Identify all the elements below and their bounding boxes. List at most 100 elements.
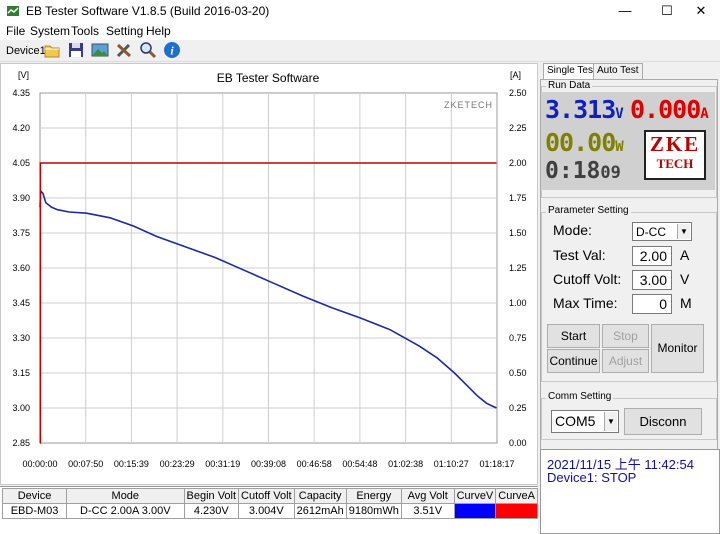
max-time-input[interactable]: 0	[632, 294, 672, 314]
device-label: Device1	[6, 45, 46, 57]
x-tick-label: 00:39:08	[251, 459, 286, 469]
col-mode[interactable]: Mode	[66, 488, 185, 504]
menu-file[interactable]: File	[6, 24, 26, 38]
col-capacity[interactable]: Capacity	[293, 488, 347, 504]
menu-system[interactable]: System	[30, 24, 71, 38]
mode-value: D-CC	[636, 225, 666, 239]
y-tick-label-right: 0.75	[509, 333, 527, 343]
col-curve-v[interactable]: CurveV	[453, 488, 497, 504]
power-readout: 00.00W	[545, 128, 624, 157]
y-tick-label-right: 2.50	[509, 88, 527, 98]
y-tick-label-right: 1.75	[509, 193, 527, 203]
y-tick-label-right: 0.50	[509, 368, 527, 378]
cell-cutoff-volt: 3.004V	[238, 503, 295, 519]
voltage-readout: 3.313V	[545, 95, 624, 124]
search-icon[interactable]	[139, 41, 157, 59]
mode-label: Mode:	[553, 222, 592, 238]
test-val-unit: A	[680, 247, 690, 263]
power-value: 00.00	[545, 128, 616, 157]
cell-capacity: 2612mAh	[293, 503, 347, 519]
info-icon[interactable]: i	[163, 41, 181, 59]
y-tick-label-left: 3.60	[12, 263, 30, 273]
menu-bar	[0, 22, 720, 40]
result-table: Device Mode Begin Volt Cutoff Volt Capac…	[0, 486, 538, 534]
run-data-title: Run Data	[546, 80, 593, 91]
tab-auto-test[interactable]: Auto Test	[593, 63, 643, 79]
chart-grid	[40, 93, 497, 443]
left-axis-unit: [V]	[18, 70, 29, 80]
cell-begin-volt: 4.230V	[183, 503, 240, 519]
adjust-button[interactable]: Adjust	[602, 349, 649, 373]
open-folder-icon[interactable]	[43, 41, 61, 59]
chart: EB Tester Software [V] [A] ZKETECH 4.35 2…	[12, 70, 526, 469]
tab-single-test[interactable]: Single Test	[543, 63, 600, 80]
start-button[interactable]: Start	[547, 324, 600, 348]
window-title: EB Tester Software V1.8.5 (Build 2016-03…	[26, 4, 270, 18]
x-tick-label: 01:10:27	[434, 459, 469, 469]
y-tick-label-left: 3.30	[12, 333, 30, 343]
voltage-unit: V	[615, 106, 624, 122]
test-val-input[interactable]: 2.00	[632, 246, 672, 266]
mode-select[interactable]: D-CC ▼	[632, 222, 692, 241]
title-bar	[0, 0, 720, 22]
x-tick-label: 00:46:58	[297, 459, 332, 469]
maximize-button[interactable]: ☐	[661, 3, 673, 18]
status-datetime: 2021/11/15 上午 11:42:54	[547, 457, 694, 472]
zke-tech-logo: ZKE TECH	[644, 130, 706, 180]
tools-icon[interactable]	[115, 41, 133, 59]
x-tick-label: 00:00:00	[22, 459, 57, 469]
chart-series	[39, 162, 497, 444]
col-avg-volt[interactable]: Avg Volt	[400, 488, 455, 504]
y-tick-label-left: 4.05	[12, 158, 30, 168]
chart-ticks: 4.35 2.50 4.20 2.25 4.05 2.00 3.90 1.75 3.75 1.50…	[12, 88, 526, 469]
right-axis-unit: [A]	[510, 70, 521, 80]
disconnect-button[interactable]: Disconn	[624, 408, 702, 435]
menu-help[interactable]: Help	[146, 24, 171, 38]
chevron-down-icon[interactable]: ▼	[604, 412, 617, 431]
curve-v-swatch[interactable]	[453, 503, 497, 519]
col-curve-a[interactable]: CurveA	[495, 488, 538, 504]
table-row[interactable]: EBD-M03 D-CC 2.00A 3.00V 4.230V 3.004V 2…	[1, 503, 538, 519]
menu-setting[interactable]: Setting	[106, 24, 144, 38]
x-tick-label: 01:18:17	[479, 459, 514, 469]
y-tick-label-right: 1.25	[509, 263, 527, 273]
chevron-down-icon[interactable]: ▼	[677, 224, 690, 239]
x-tick-label: 00:15:39	[114, 459, 149, 469]
com-port-select[interactable]: COM5 ▼	[551, 410, 619, 433]
close-button[interactable]: ✕	[695, 3, 707, 18]
logo-top-text: ZKE	[649, 132, 701, 156]
picture-icon[interactable]	[91, 41, 109, 59]
cell-energy: 9180mWh	[345, 503, 402, 519]
monitor-button[interactable]: Monitor	[651, 324, 704, 373]
current-series-line	[39, 162, 497, 444]
elapsed-time: 0:1809	[545, 158, 621, 184]
power-unit: W	[615, 139, 624, 155]
chart-watermark: ZKETECH	[444, 100, 493, 110]
menu-tools[interactable]: Tools	[71, 24, 100, 38]
current-unit: A	[700, 106, 709, 122]
save-icon[interactable]	[67, 41, 85, 59]
max-time-unit: M	[680, 295, 692, 311]
col-cutoff-volt[interactable]: Cutoff Volt	[238, 488, 295, 504]
test-val-label: Test Val:	[553, 247, 606, 263]
cutoff-volt-unit: V	[680, 271, 690, 287]
app-icon	[6, 4, 20, 18]
cutoff-volt-label: Cutoff Volt:	[553, 271, 622, 287]
cell-device: EBD-M03	[1, 503, 68, 519]
comm-group	[541, 398, 717, 440]
col-energy[interactable]: Energy	[345, 488, 402, 504]
cutoff-volt-input[interactable]: 3.00	[632, 270, 672, 290]
logo-bottom-text: TECH	[646, 156, 704, 172]
svg-text:i: i	[170, 44, 174, 58]
minimize-button[interactable]: —	[618, 3, 632, 18]
col-begin-volt[interactable]: Begin Volt	[183, 488, 240, 504]
curve-a-swatch[interactable]	[495, 503, 538, 519]
toolbar	[0, 40, 720, 62]
voltage-value: 3.313	[545, 95, 616, 124]
cell-mode: D-CC 2.00A 3.00V	[66, 503, 185, 519]
continue-button[interactable]: Continue	[547, 349, 600, 373]
col-device[interactable]: Device	[1, 488, 68, 504]
voltage-series-line	[39, 189, 497, 409]
x-tick-label: 00:07:50	[68, 459, 103, 469]
stop-button[interactable]: Stop	[602, 324, 649, 348]
